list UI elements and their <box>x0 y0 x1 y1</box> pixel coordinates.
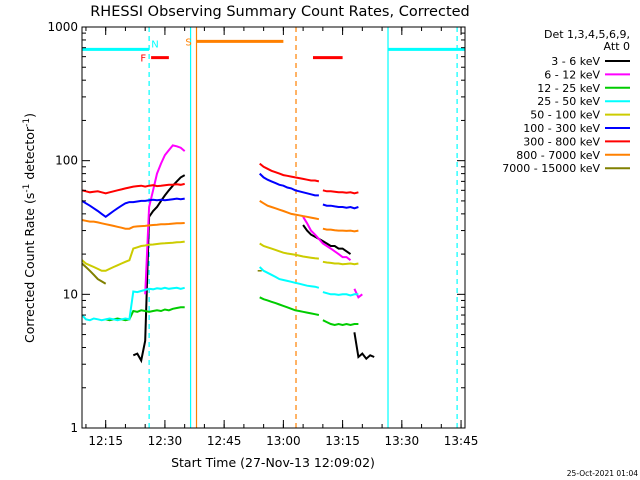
legend-label-4: 50 - 100 keV <box>530 109 600 122</box>
series-7-line-0 <box>81 219 185 230</box>
x-tick-label-6: 13:45 <box>444 434 479 448</box>
legend-label-5: 100 - 300 keV <box>523 122 600 135</box>
legend-header: Det 1,3,4,5,6,9, <box>544 28 630 41</box>
chart-title: RHESSI Observing Summary Count Rates, Co… <box>90 4 470 20</box>
series-6-line-1 <box>259 162 320 183</box>
series-4-line-0 <box>81 240 185 272</box>
plot-frame <box>81 26 466 429</box>
series-8-line-0 <box>81 262 107 285</box>
series-1-line-0 <box>144 144 186 295</box>
series-0-line-1 <box>302 224 352 255</box>
legend-header-att: Att 0 <box>604 40 630 53</box>
series-7-line-1 <box>259 200 320 221</box>
series-0-line-2 <box>353 332 375 361</box>
flag-label-0: F <box>140 54 146 65</box>
footer-timestamp: 25-Oct-2021 01:04 <box>567 469 638 478</box>
series-3-line-1 <box>259 266 320 289</box>
series-5-line-0 <box>81 197 185 219</box>
x-axis: 12:15 12:30 12:45 13:00 13:15 13:30 13:45 <box>85 27 479 448</box>
x-tick-label-3: 13:00 <box>266 434 301 448</box>
x-tick-label-4: 13:15 <box>325 434 360 448</box>
series-6-line-0 <box>81 182 185 195</box>
series-7-line-2 <box>322 227 359 233</box>
legend-label-8: 7000 - 15000 keV <box>502 162 600 175</box>
legend-label-7: 800 - 7000 keV <box>516 149 600 162</box>
series-2-line-1 <box>259 296 320 316</box>
series-0-line-0 <box>132 174 186 364</box>
flag-label-1: N <box>151 39 158 50</box>
y-tick-label-1: 10 <box>63 287 78 301</box>
flag-label-3: S <box>185 37 191 48</box>
series-1-line-1 <box>302 216 352 261</box>
y-axis: 1 10 100 1000 <box>47 20 465 435</box>
series-2-line-0 <box>105 306 185 322</box>
series-1-line-2 <box>353 288 363 299</box>
x-axis-label: Start Time (27-Nov-13 12:09:02) <box>171 455 375 470</box>
x-tick-label-1: 12:30 <box>148 434 183 448</box>
y-tick-label-3: 1000 <box>47 20 78 34</box>
legend-label-1: 6 - 12 keV <box>544 68 600 81</box>
x-tick-label-5: 13:30 <box>385 434 420 448</box>
series-3-line-0 <box>81 286 185 322</box>
plot-area: FN S <box>81 27 465 428</box>
series-6-line-2 <box>322 189 359 195</box>
legend-label-0: 3 - 6 keV <box>551 55 600 68</box>
series-4-line-1 <box>259 242 319 260</box>
series-5-line-2 <box>322 203 359 210</box>
series-5-line-1 <box>259 172 319 197</box>
series-3-line-2 <box>322 291 359 297</box>
legend-label-6: 300 - 800 keV <box>523 135 600 148</box>
y-tick-label-2: 100 <box>55 154 78 168</box>
legend-label-3: 25 - 50 keV <box>537 95 600 108</box>
series-2-line-2 <box>322 319 359 327</box>
series-4-line-2 <box>322 260 359 266</box>
x-tick-label-0: 12:15 <box>88 434 123 448</box>
legend-label-2: 12 - 25 keV <box>537 82 600 95</box>
y-axis-label: Corrected Count Rate (s-1 detector-1) <box>22 113 37 343</box>
y-tick-label-0: 1 <box>70 421 78 435</box>
x-tick-label-2: 12:45 <box>207 434 242 448</box>
